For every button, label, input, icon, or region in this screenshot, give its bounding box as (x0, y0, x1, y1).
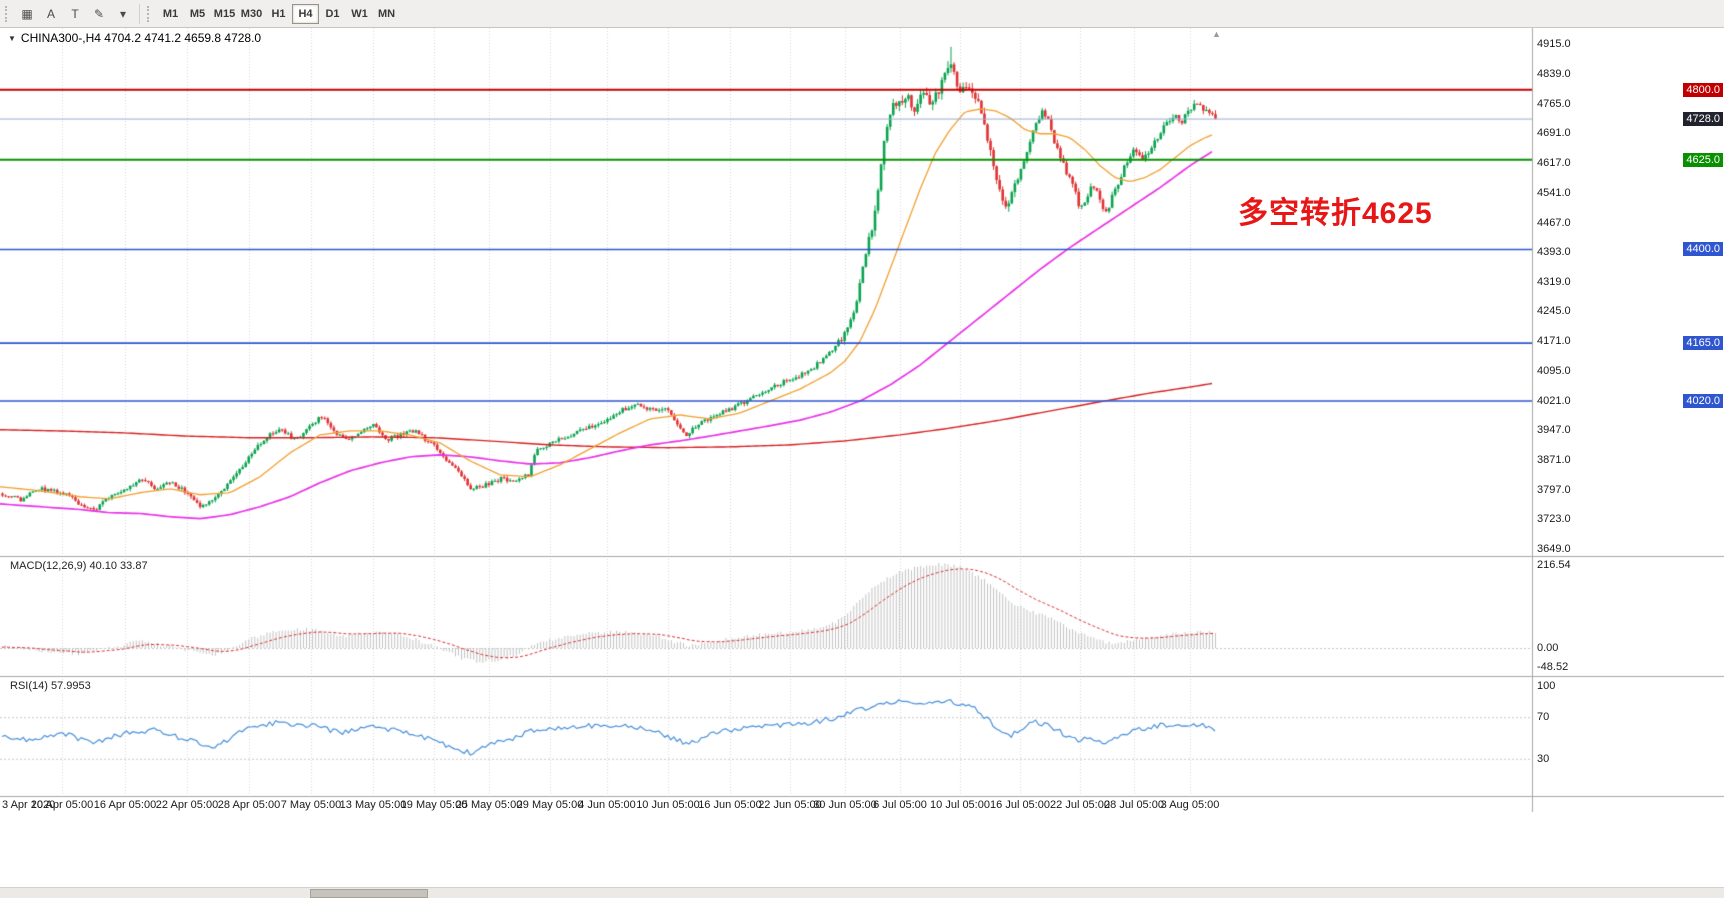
time-axis-label: 29 May 05:00 (516, 799, 584, 811)
time-axis-label: 25 May 05:00 (455, 799, 523, 811)
price-axis-tick: 4617.0 (1537, 156, 1571, 169)
price-axis-tick: 4467.0 (1537, 216, 1571, 229)
chart-title-row: ▼ CHINA300-,H4 4704.2 4741.2 4659.8 4728… (8, 31, 261, 45)
timeframe-d1[interactable]: D1 (325, 7, 340, 20)
timeframe-m1[interactable]: M1 (162, 7, 179, 20)
toolbar-grip-2[interactable] (147, 5, 152, 22)
toolbar-grip[interactable] (5, 5, 10, 22)
price-axis-tick: 4319.0 (1537, 275, 1571, 288)
time-axis-label: 7 May 05:00 (280, 799, 342, 811)
rsi-axis-tick: 100 (1537, 680, 1556, 692)
price-axis-tick: 3649.0 (1537, 543, 1571, 555)
macd-indicator-label: MACD(12,26,9) 40.10 33.87 (8, 560, 150, 572)
price-badge: 4165.0 (1683, 336, 1723, 351)
price-axis-tick: 4171.0 (1537, 334, 1571, 347)
price-badge: 4800.0 (1683, 82, 1723, 97)
time-axis-label: 13 May 05:00 (339, 799, 407, 811)
rsi-axis-tick: 30 (1537, 752, 1550, 765)
time-axis-label: 28 Jul 05:00 (1104, 799, 1164, 811)
time-axis-label: 10 Apr 05:00 (30, 799, 94, 811)
rsi-axis-tick: 70 (1537, 711, 1550, 724)
timeframe-w1[interactable]: W1 (351, 7, 368, 20)
time-axis-label: 16 Jul 05:00 (990, 799, 1050, 811)
price-badge: 4728.0 (1683, 111, 1723, 126)
timeframe-group: M1 M5 M15 M30 H1 H4 D1 W1 MN (157, 3, 400, 24)
timeframe-h1[interactable]: H1 (271, 7, 286, 20)
draw-tools-icon[interactable]: ✎ (93, 6, 105, 21)
price-badge: 4400.0 (1683, 242, 1723, 257)
time-axis-label: 22 Jul 05:00 (1050, 799, 1110, 811)
chart-title: CHINA300-,H4 4704.2 4741.2 4659.8 4728.0 (20, 31, 262, 45)
time-axis-label: 10 Jul 05:00 (930, 799, 990, 811)
dropdown-caret-icon[interactable]: ▾ (119, 6, 127, 21)
timeframe-m30[interactable]: M30 (240, 7, 263, 20)
time-axis-label: 3 Apr 2020 (2, 799, 56, 811)
annotation-text: 多空转折4625 (1238, 197, 1433, 230)
price-axis-tick: 3947.0 (1537, 424, 1571, 437)
chart-tools-group: ▦ A T ✎ ▾ (15, 4, 135, 24)
text-box-icon[interactable]: T (71, 6, 79, 21)
time-axis-label: 4 Jun 05:00 (578, 799, 636, 811)
timeframe-m5[interactable]: M5 (189, 7, 206, 20)
macd-axis-tick: 216.54 (1537, 559, 1571, 571)
rsi-indicator-label: RSI(14) 57.9953 (8, 680, 93, 692)
price-axis-tick: 4541.0 (1537, 187, 1571, 200)
timeframe-mn[interactable]: MN (377, 7, 396, 20)
horizontal-scrollbar[interactable] (0, 887, 1724, 898)
price-axis-tick: 4021.0 (1537, 394, 1571, 407)
symbol-collapse-icon[interactable]: ▼ (8, 33, 16, 43)
timeframe-m15[interactable]: M15 (213, 7, 236, 20)
price-axis-tick: 4691.0 (1537, 127, 1571, 140)
time-axis-label: 16 Apr 05:00 (93, 799, 157, 811)
time-axis-label: 22 Apr 05:00 (155, 799, 219, 811)
time-axis-label: 6 Jul 05:00 (873, 799, 927, 811)
chart-shift-marker-icon[interactable]: ▲ (1212, 29, 1221, 39)
price-badge: 4020.0 (1683, 394, 1723, 408)
time-axis-label: 10 Jun 05:00 (636, 799, 700, 811)
time-axis-label: 3 Aug 05:00 (1160, 799, 1220, 811)
macd-axis-tick: -48.52 (1537, 660, 1569, 673)
toolbar-separator (139, 3, 140, 24)
price-axis-tick: 4393.0 (1537, 246, 1571, 259)
price-axis-tick: 3723.0 (1537, 513, 1571, 526)
price-axis-tick: 4765.0 (1537, 97, 1571, 110)
price-axis-tick: 3797.0 (1537, 483, 1571, 496)
time-axis-label: 28 Apr 05:00 (217, 799, 281, 811)
time-axis-label: 19 May 05:00 (400, 799, 468, 811)
price-axis-tick: 4245.0 (1537, 305, 1571, 318)
price-axis-tick: 4839.0 (1537, 68, 1571, 81)
toolbar: ▦ A T ✎ ▾ M1 M5 M15 M30 H1 H4 D1 W1 MN (0, 0, 1724, 28)
time-axis-label: 16 Jun 05:00 (698, 799, 762, 811)
price-axis-tick: 3871.0 (1537, 454, 1571, 467)
macd-axis-tick: 0.00 (1537, 642, 1559, 654)
time-axis-label: 22 Jun 05:00 (758, 799, 822, 811)
price-axis-tick: 4095.0 (1537, 365, 1571, 378)
time-axis-label: 30 Jun 05:00 (813, 799, 877, 811)
text-label-icon[interactable]: A (46, 6, 55, 21)
price-badge: 4625.0 (1683, 152, 1723, 167)
chart-window-icon[interactable]: ▦ (21, 6, 33, 21)
horizontal-scrollbar-thumb[interactable] (310, 889, 428, 898)
price-axis-tick: 4915.0 (1537, 38, 1571, 50)
timeframe-h4[interactable]: H4 (292, 3, 319, 24)
